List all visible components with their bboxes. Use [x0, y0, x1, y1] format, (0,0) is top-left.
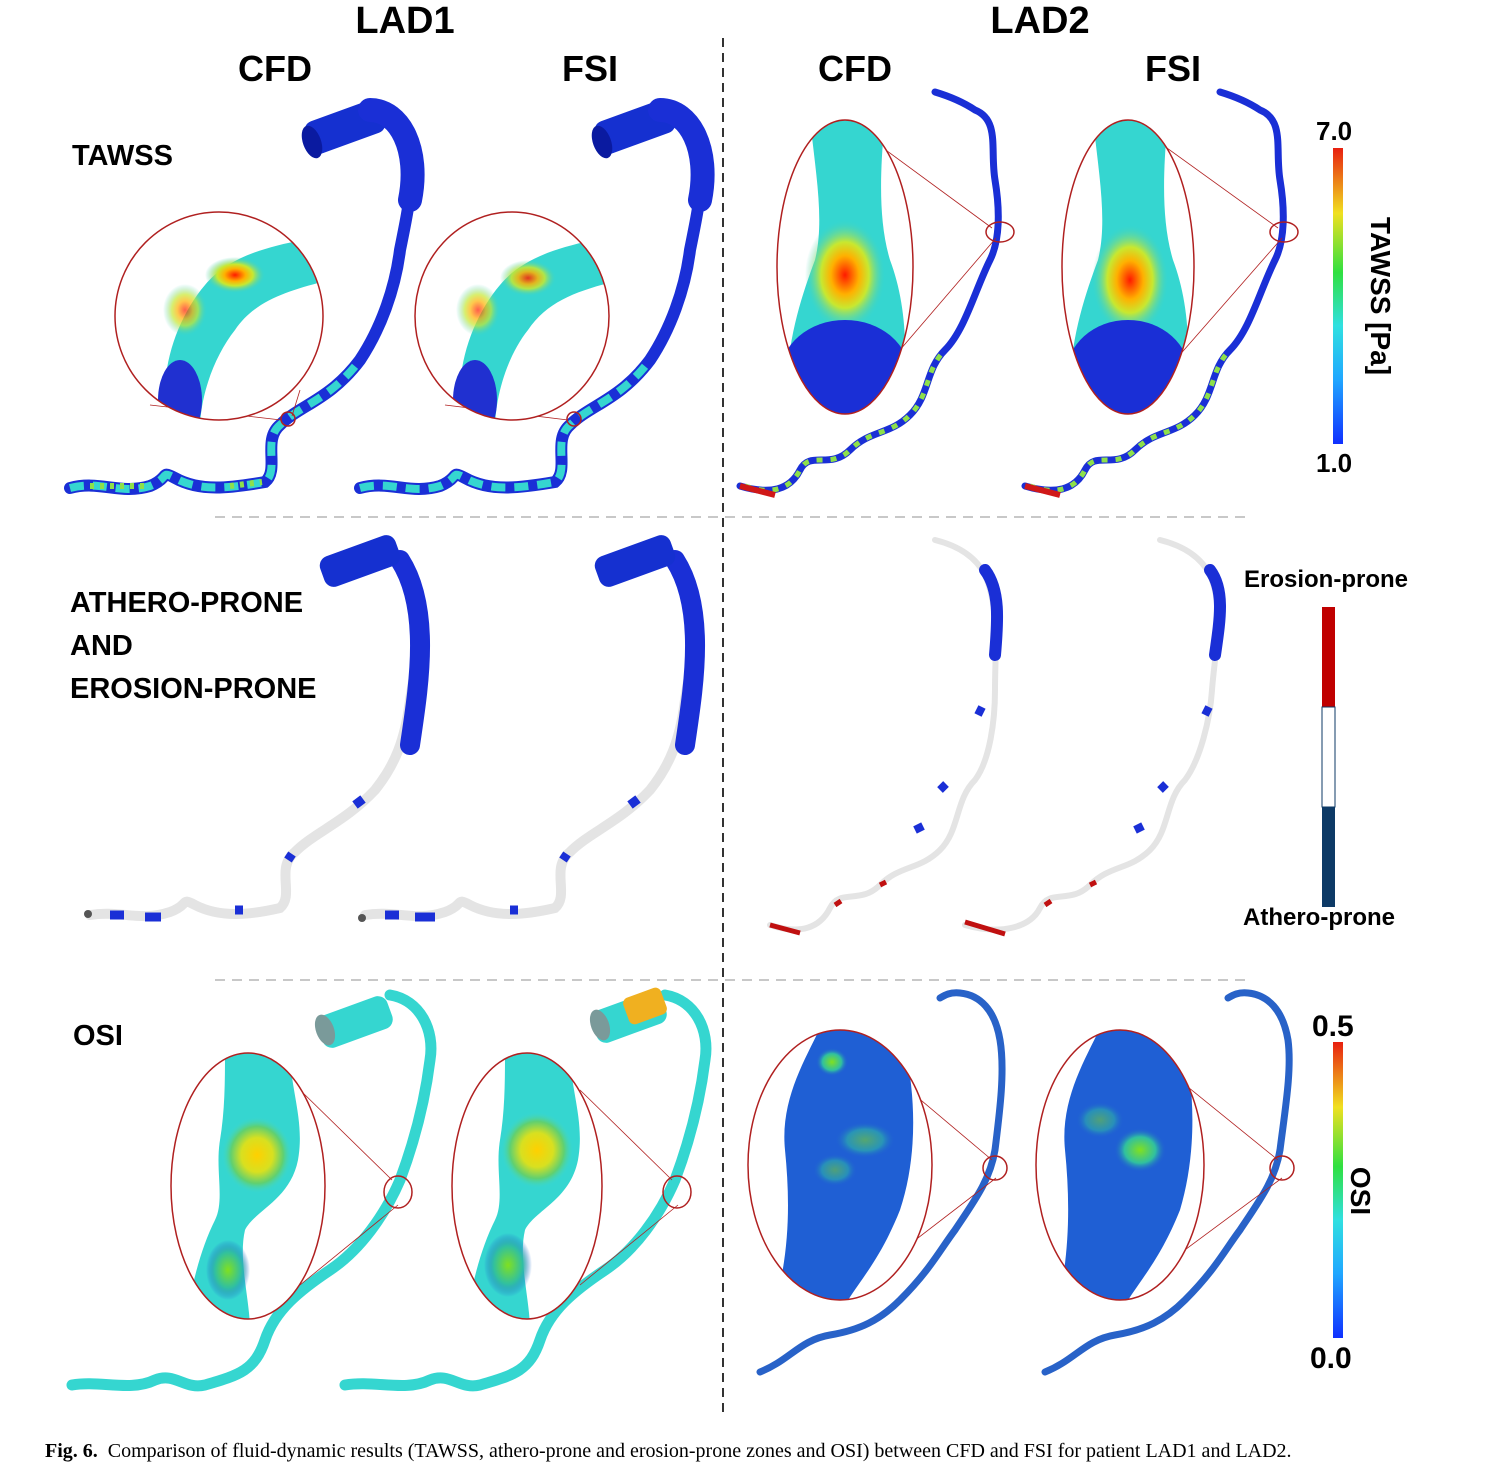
row-label-tawss: TAWSS: [72, 140, 173, 172]
lad2-cfd-osi-zoom: [748, 1030, 932, 1300]
osi-colorbar-max: 0.5: [1312, 1010, 1354, 1043]
figure-caption: Fig. 6. Comparison of fluid-dynamic resu…: [45, 1440, 1465, 1463]
lad2-fsi-zones-vessel: [962, 537, 1226, 937]
header-lad1-fsi: FSI: [561, 48, 618, 89]
lad1-cfd-osi-vessel: [66, 989, 437, 1392]
row-label-zones: ATHERO-PRONE AND EROSION-PRONE: [70, 587, 317, 705]
lad1-fsi-tawss-vessel: [354, 98, 715, 495]
lad2-fsi-tawss-zoom: [1062, 120, 1194, 414]
header-lad2-cfd: CFD: [818, 48, 892, 89]
osi-colorbar-title: OSI: [1345, 1166, 1376, 1216]
lad2-fsi-osi-vessel: [1041, 989, 1293, 1376]
tawss-colorbar-max: 7.0: [1316, 116, 1353, 146]
lad1-cfd-tawss-vessel: [64, 98, 425, 495]
lad2-fsi-tawss-vessel: [1021, 88, 1287, 498]
row-label-osi: OSI: [73, 1020, 123, 1052]
lad1-cfd-zones-vessel: [84, 535, 431, 922]
lad1-fsi-zones-vessel: [358, 535, 706, 922]
header-lad1-cfd: CFD: [238, 48, 312, 89]
figure-caption-text: Comparison of fluid-dynamic results (TAW…: [107, 1440, 1292, 1462]
zones-legend-erosion: Erosion-prone: [1244, 566, 1409, 593]
lad1-cfd-osi-zoom: [171, 1053, 325, 1319]
lad2-cfd-zones-vessel: [767, 537, 1004, 936]
lad2-cfd-osi-vessel: [756, 989, 1006, 1376]
zones-legend-athero: Athero-prone: [1243, 904, 1395, 931]
lad1-fsi-osi-zoom: [452, 1053, 602, 1319]
lad2-fsi-osi-zoom: [1036, 1030, 1204, 1300]
osi-colorbar: [1333, 1042, 1343, 1338]
osi-colorbar-min: 0.0: [1310, 1342, 1352, 1375]
header-lad2-fsi: FSI: [1144, 48, 1201, 89]
figure-canvas: [64, 38, 1343, 1418]
tawss-colorbar: [1333, 148, 1343, 444]
lad2-cfd-tawss-vessel: [736, 88, 1002, 498]
lad1-cfd-tawss-zoom: [115, 212, 323, 420]
header-lad2: LAD2: [990, 0, 1090, 42]
lad1-fsi-osi-vessel: [339, 987, 712, 1392]
lad1-fsi-tawss-zoom: [415, 212, 609, 420]
zones-colorbar: [1321, 607, 1336, 907]
tawss-colorbar-title: TAWSS [Pa]: [1365, 216, 1396, 376]
header-lad1: LAD1: [355, 0, 455, 42]
tawss-colorbar-min: 1.0: [1316, 448, 1353, 478]
figure-caption-prefix: Fig. 6.: [45, 1440, 98, 1462]
